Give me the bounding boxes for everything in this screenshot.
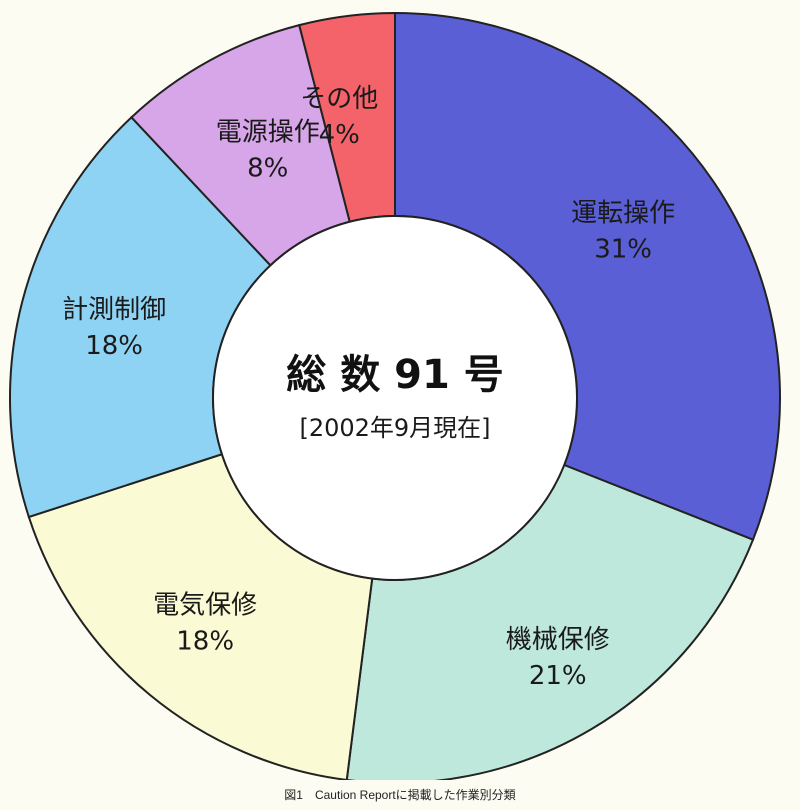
slices-group (9, 11, 781, 780)
figure-caption: 図1 Caution Reportに掲載した作業別分類 (284, 788, 516, 802)
slice-label-2: 機械保修 (506, 625, 610, 655)
slice-label-5: 電源操作 (216, 117, 320, 147)
slice-label-3: 電気保修 (153, 590, 257, 620)
slice-label-4: 計測制御 (62, 295, 166, 325)
center-title: 総 数 91 号 (286, 352, 503, 398)
slice-label-1: 運転操作 (571, 198, 675, 228)
center-subtitle: [2002年9月現在] (299, 414, 490, 442)
slice-value-2: 21% (529, 661, 587, 691)
slice-value-6: 4% (319, 120, 360, 150)
slice-value-1: 31% (594, 234, 652, 264)
slice-value-3: 18% (176, 626, 234, 656)
labels-group: 運転操作 31% 機械保修 21% 電気保修 18% 計測制御 18% 電源操作 8% その他 4% (62, 84, 675, 691)
center-hole (212, 215, 578, 581)
donut-chart: 運転操作 31% 機械保修 21% 電気保修 18% 計測制御 18% 電源操作 8% その他 4% … (9, 11, 781, 780)
slice-label-6: その他 (300, 84, 378, 114)
slice-value-5: 8% (247, 153, 288, 183)
donut-chart-svg: 運転操作31%機械保修21%電気保修18%計測制御18%電源操作8%その他4% … (9, 11, 781, 780)
slice-value-4: 18% (85, 331, 143, 361)
